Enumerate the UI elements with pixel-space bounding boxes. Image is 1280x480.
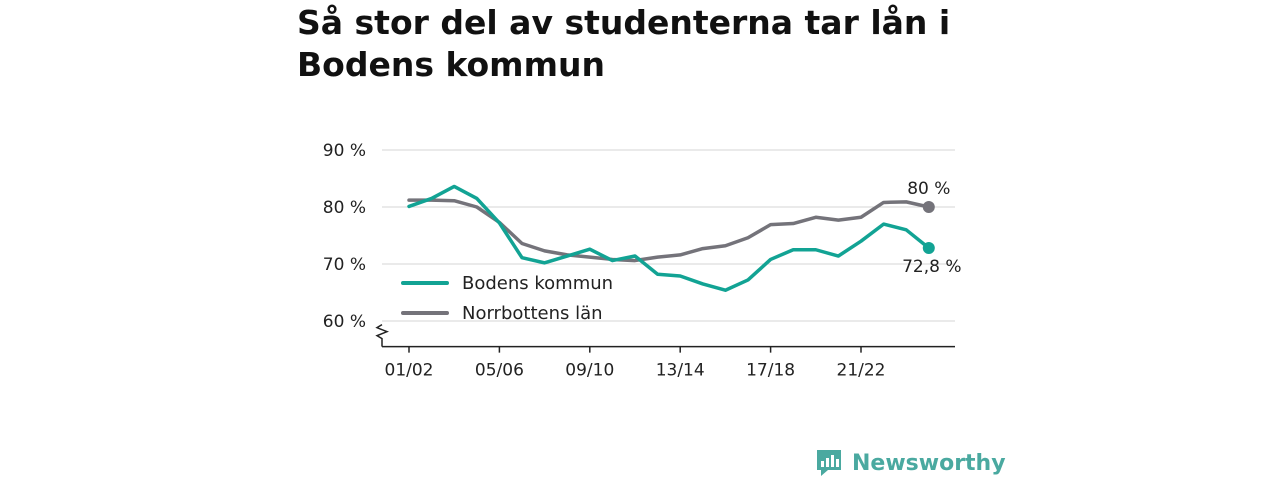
y-axis-ticks: 60 % 70 % 80 % 90 % <box>323 141 366 332</box>
x-tick-label: 05/06 <box>475 361 524 381</box>
legend: Bodens kommun Norrbottens län <box>401 273 613 324</box>
end-point-bodens <box>922 242 935 255</box>
y-tick-label: 60 % <box>323 312 366 332</box>
y-tick-label: 70 % <box>323 255 366 275</box>
axis-break-icon <box>375 324 390 347</box>
brand: Newsworthy <box>815 446 1006 480</box>
x-axis: 01/02 05/06 09/10 13/14 17/18 21/22 <box>375 324 955 381</box>
end-label-norrbotten: 80 % <box>907 179 950 199</box>
grid-lines <box>382 149 955 322</box>
x-tick-label: 13/14 <box>656 361 705 381</box>
x-tick-label: 01/02 <box>385 361 434 381</box>
end-label-bodens: 72,8 % <box>902 257 961 277</box>
series-line-bodens <box>407 184 931 292</box>
series-lines: 80 % 72,8 % <box>407 179 962 292</box>
legend-label: Bodens kommun <box>462 273 613 294</box>
chart-title: Så stor del av studenterna tar lån i Bod… <box>297 3 951 84</box>
newsworthy-logo-icon <box>817 450 841 476</box>
legend-label: Norrbottens län <box>462 303 603 324</box>
x-tick-label: 09/10 <box>565 361 614 381</box>
y-tick-label: 90 % <box>323 141 366 161</box>
brand-name: Newsworthy <box>852 450 1006 476</box>
x-tick-label: 21/22 <box>837 361 886 381</box>
x-tick-label: 17/18 <box>746 361 795 381</box>
y-tick-label: 80 % <box>323 198 366 218</box>
end-point-norrbotten <box>922 201 935 213</box>
